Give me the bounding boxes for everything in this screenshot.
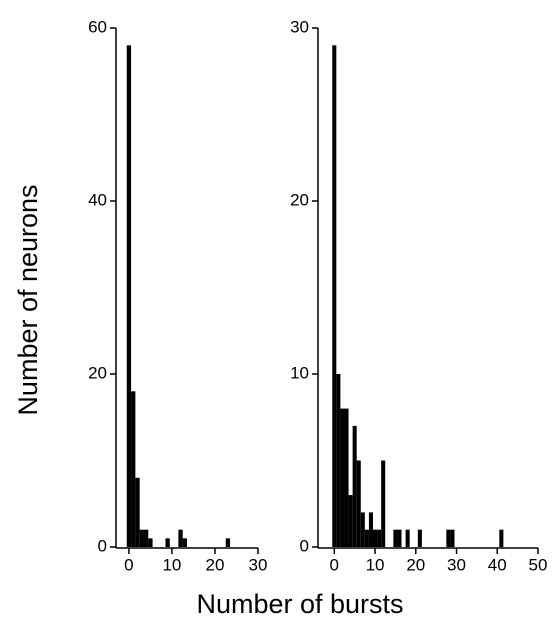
x-tick-label: 0 bbox=[330, 555, 339, 574]
bar bbox=[360, 512, 365, 547]
bar bbox=[340, 408, 345, 547]
y-tick-label: 0 bbox=[300, 536, 309, 555]
x-tick-label: 50 bbox=[529, 555, 548, 574]
bar bbox=[446, 529, 451, 547]
x-tick-label: 20 bbox=[206, 555, 225, 574]
bar bbox=[377, 529, 382, 547]
bar bbox=[381, 460, 386, 547]
bar bbox=[135, 477, 140, 547]
x-tick-label: 20 bbox=[406, 555, 425, 574]
y-tick-label: 30 bbox=[290, 17, 309, 36]
x-tick-label: 10 bbox=[366, 555, 385, 574]
bar bbox=[368, 512, 373, 547]
y-tick-label: 20 bbox=[88, 363, 107, 382]
bar bbox=[344, 408, 349, 547]
x-tick-label: 40 bbox=[488, 555, 507, 574]
x-tick-label: 30 bbox=[249, 555, 268, 574]
bar bbox=[417, 529, 422, 547]
bar bbox=[131, 391, 136, 547]
bar bbox=[352, 425, 357, 547]
bar bbox=[165, 538, 170, 547]
bar bbox=[405, 529, 410, 547]
y-tick-label: 10 bbox=[290, 363, 309, 382]
bar bbox=[143, 529, 149, 547]
bar bbox=[397, 529, 402, 547]
x-tick-label: 30 bbox=[447, 555, 466, 574]
bar bbox=[336, 374, 341, 547]
x-axis-label: Number of bursts bbox=[196, 589, 403, 619]
y-tick-label: 40 bbox=[88, 190, 107, 209]
bar bbox=[225, 538, 231, 547]
bar bbox=[356, 460, 361, 547]
bar bbox=[139, 529, 144, 547]
bar bbox=[182, 538, 187, 547]
y-tick-label: 0 bbox=[98, 536, 107, 555]
bar bbox=[499, 529, 504, 547]
bar bbox=[393, 529, 398, 547]
x-tick-label: 10 bbox=[162, 555, 181, 574]
bar bbox=[364, 529, 369, 547]
bar bbox=[450, 529, 455, 547]
bar bbox=[126, 45, 132, 548]
bar bbox=[348, 495, 353, 547]
y-axis-label: Number of neurons bbox=[13, 184, 43, 415]
bar bbox=[148, 538, 153, 547]
y-tick-label: 20 bbox=[290, 190, 309, 209]
bar bbox=[178, 529, 183, 547]
y-tick-label: 60 bbox=[88, 17, 107, 36]
x-tick-label: 0 bbox=[124, 555, 133, 574]
bar bbox=[373, 529, 378, 547]
bar bbox=[332, 45, 337, 548]
